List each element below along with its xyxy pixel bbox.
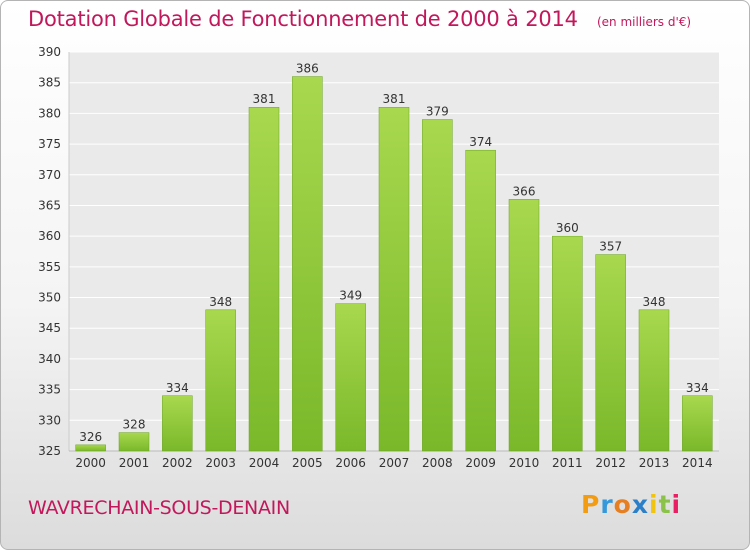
bar-2003 <box>205 309 236 452</box>
y-tick-label: 355 <box>38 260 61 274</box>
x-tick-label-2000: 2000 <box>75 456 106 470</box>
bar-layer <box>75 76 713 452</box>
chart-unit: (en milliers d'€) <box>596 15 692 29</box>
x-tick-label-2014: 2014 <box>682 456 713 470</box>
y-tick-label: 375 <box>38 137 61 151</box>
y-tick-label: 330 <box>38 413 61 427</box>
bar-2005 <box>292 76 323 452</box>
bar-2004 <box>248 106 280 452</box>
bar-2011 <box>552 235 583 452</box>
proxiti-logo: Proxiti <box>581 490 681 519</box>
logo-letter: o <box>613 490 632 519</box>
data-label-2013: 348 <box>643 295 666 309</box>
x-tick-label-2008: 2008 <box>422 456 453 470</box>
bar-2009 <box>465 149 496 452</box>
bar-2006 <box>335 303 366 452</box>
data-label-2001: 328 <box>123 418 146 432</box>
y-tick-label: 370 <box>38 168 61 182</box>
logo-letter: i <box>649 490 659 519</box>
data-label-2005: 386 <box>296 62 319 76</box>
y-tick-label: 380 <box>38 106 61 120</box>
x-tick-label-2007: 2007 <box>379 456 410 470</box>
logo-letter: x <box>631 490 649 519</box>
x-tick-label-2010: 2010 <box>509 456 540 470</box>
bar-2013 <box>638 309 670 452</box>
data-label-2007: 381 <box>383 92 406 106</box>
logo-letter: r <box>600 490 614 519</box>
data-label-2006: 349 <box>339 289 362 303</box>
x-tick-label-2005: 2005 <box>292 456 323 470</box>
data-label-2010: 366 <box>513 184 536 198</box>
data-label-2014: 334 <box>686 381 709 395</box>
x-tick-label-2009: 2009 <box>465 456 496 470</box>
y-tick-label: 390 <box>38 45 61 59</box>
bar-2000 <box>75 444 106 452</box>
data-label-2002: 334 <box>166 381 189 395</box>
title-row: Dotation Globale de Fonctionnement de 20… <box>28 7 691 31</box>
y-tick-label: 360 <box>38 229 61 243</box>
x-tick-label-2002: 2002 <box>162 456 193 470</box>
chart-title: Dotation Globale de Fonctionnement de 20… <box>28 7 578 31</box>
commune-name: WAVRECHAIN-SOUS-DENAIN <box>28 497 290 519</box>
bar-2007 <box>378 106 410 452</box>
bar-2001 <box>118 432 150 452</box>
data-label-2008: 379 <box>426 105 449 119</box>
bar-2002 <box>162 395 193 452</box>
x-tick-label-2012: 2012 <box>595 456 626 470</box>
bar-2014 <box>682 395 713 452</box>
bar-2008 <box>422 119 453 452</box>
x-tick-label-2006: 2006 <box>335 456 366 470</box>
data-label-2012: 357 <box>599 240 622 254</box>
y-tick-label: 340 <box>38 352 61 366</box>
logo-letter: P <box>581 490 601 519</box>
x-tick-label-2001: 2001 <box>119 456 150 470</box>
label-layer: 325 330 335 340 345 350 355 360 365 370 375 380 385 3… <box>38 45 713 470</box>
y-tick-label: 325 <box>38 444 61 458</box>
y-tick-label: 350 <box>38 291 61 305</box>
y-tick-label: 335 <box>38 383 61 397</box>
x-tick-label-2004: 2004 <box>249 456 280 470</box>
x-tick-label-2013: 2013 <box>639 456 670 470</box>
data-label-2000: 326 <box>79 430 102 444</box>
y-tick-label: 365 <box>38 198 61 212</box>
x-tick-label-2003: 2003 <box>205 456 236 470</box>
bar-2010 <box>508 199 540 452</box>
logo-letter: t <box>658 490 672 519</box>
data-label-2003: 348 <box>209 295 232 309</box>
data-label-2004: 381 <box>253 92 276 106</box>
logo-letter: i <box>671 490 682 519</box>
x-tick-label-2011: 2011 <box>552 456 583 470</box>
y-tick-label: 345 <box>38 321 61 335</box>
y-tick-label: 385 <box>38 76 61 90</box>
bar-2012 <box>595 254 626 452</box>
data-label-2011: 360 <box>556 221 579 235</box>
data-label-2009: 374 <box>469 135 492 149</box>
